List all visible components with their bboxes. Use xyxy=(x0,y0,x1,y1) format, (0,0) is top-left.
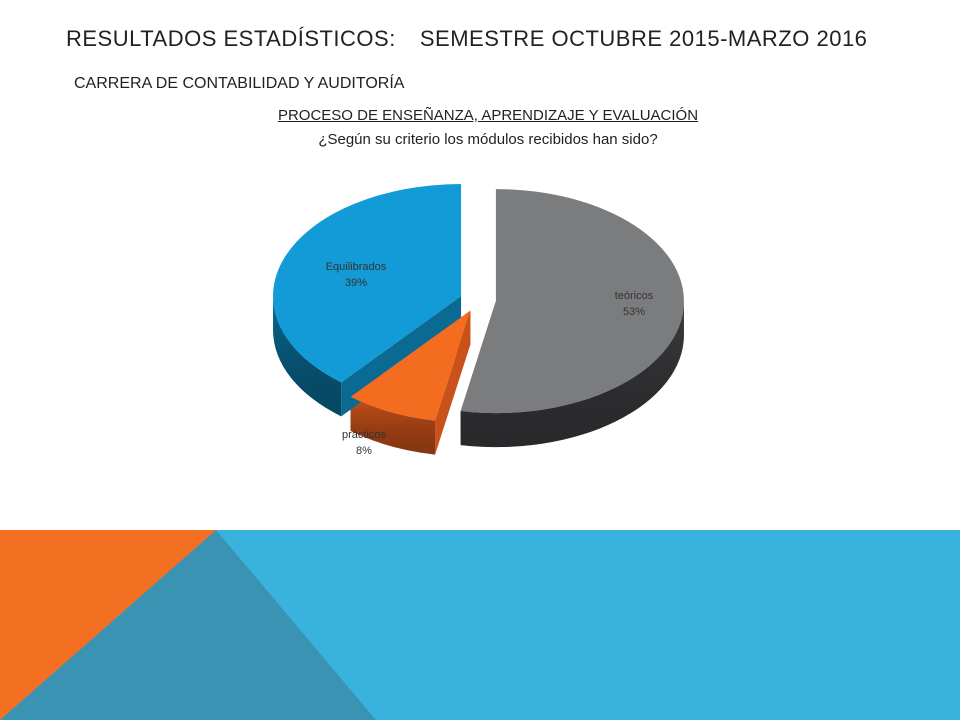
orange-triangle xyxy=(0,530,216,720)
chart-heading: PROCESO DE ENSEÑANZA, APRENDIZAJE Y EVAL… xyxy=(277,107,699,124)
slice-outer-shade-1 xyxy=(350,396,436,455)
pie-slice-prácticos xyxy=(350,310,471,421)
slice-label-1: prácticos xyxy=(342,429,387,441)
slice-outer-shade-0 xyxy=(460,301,684,448)
title-left: RESULTADOS ESTADÍSTICOS: xyxy=(66,26,396,51)
slide-subtitle: CARRERA DE CONTABILIDAD Y AUDITORÍA xyxy=(74,75,405,92)
pie-slice-teóricos xyxy=(460,189,684,414)
slice-outer-shade-2 xyxy=(273,296,342,417)
steel-triangle xyxy=(0,530,376,720)
slice-label-0: teóricos xyxy=(615,290,654,302)
chart-question: ¿Según su criterio los módulos recibidos… xyxy=(318,131,658,148)
slice-value-1: 8% xyxy=(356,445,372,457)
pie-chart: teóricos 53% prácticos 8% Equilibrados 39% xyxy=(273,184,684,457)
pie-slice-Equilibrados xyxy=(273,184,462,383)
slice-value-0: 53% xyxy=(623,306,645,318)
slide-title: RESULTADOS ESTADÍSTICOS: SEMESTRE OCTUBRE… xyxy=(66,26,867,52)
slice-label-2: Equilibrados xyxy=(326,261,387,273)
title-right: SEMESTRE OCTUBRE 2015-MARZO 2016 xyxy=(419,26,868,51)
slice-value-2: 39% xyxy=(345,277,367,289)
